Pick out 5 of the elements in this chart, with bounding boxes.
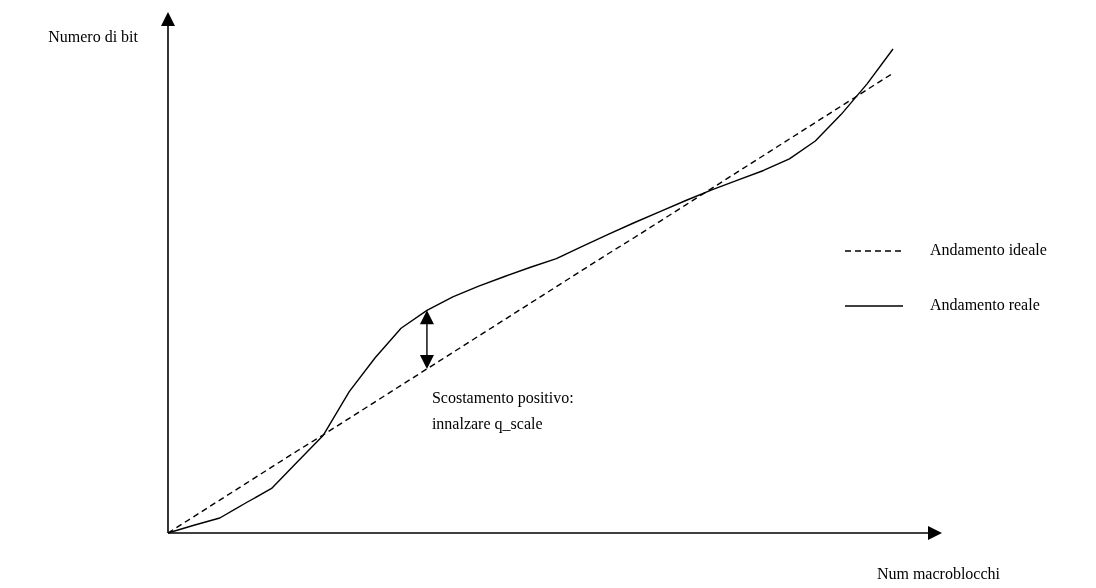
legend-label: Andamento reale xyxy=(930,296,1040,314)
annotation: Scostamento positivo: innalzare q_scale xyxy=(431,389,574,434)
x-axis-title: Num macroblocchi xyxy=(876,565,1001,583)
y-axis-title: Numero di bit xyxy=(48,28,139,46)
legend-label: Andamento ideale xyxy=(930,241,1047,259)
